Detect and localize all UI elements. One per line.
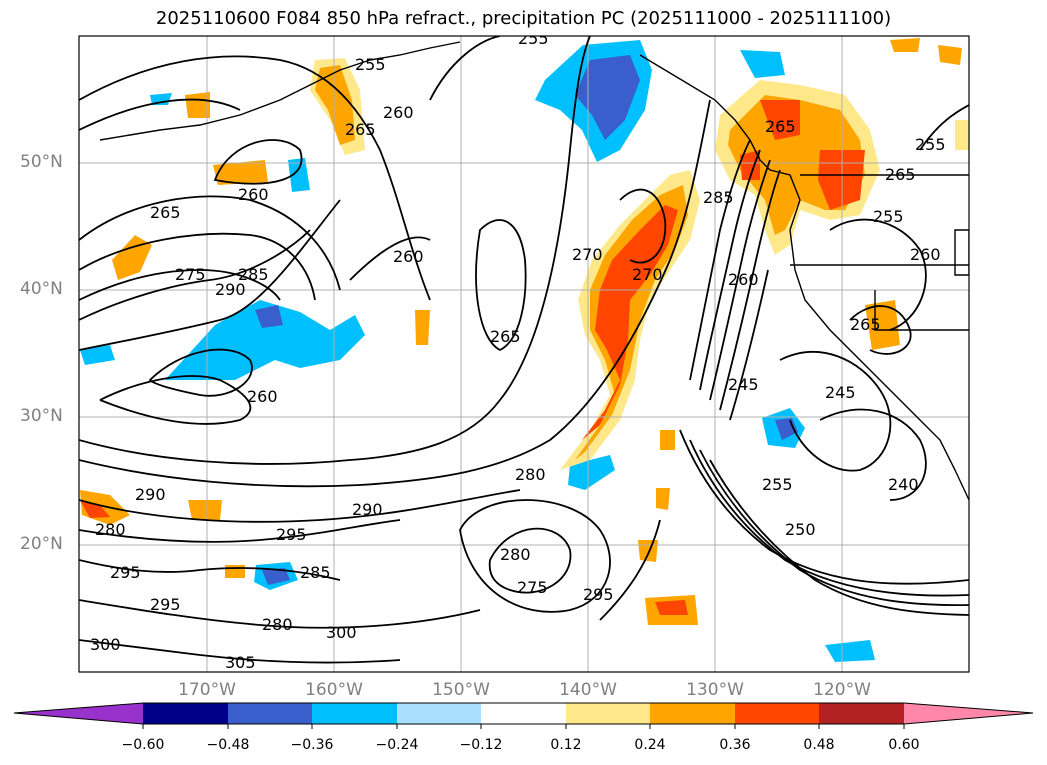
colorbar-segment [735, 703, 819, 724]
contour-label: 295 [276, 525, 307, 544]
contour-label: 260 [910, 245, 941, 264]
contour-label: 245 [728, 375, 759, 394]
contour-label: 280 [515, 465, 546, 484]
lat-label-50n: 50°N [20, 152, 63, 172]
colorbar-tick-label: −0.60 [121, 737, 165, 753]
contour-labels: 255 255 260 265 260 265 275 290 285 260 … [90, 29, 946, 672]
contour-label: 255 [355, 55, 386, 74]
contour-label: 265 [850, 315, 881, 334]
colorbar-segment [228, 703, 312, 724]
colorbar-segment [397, 703, 481, 724]
colorbar-segment [566, 703, 650, 724]
lat-label-30n: 30°N [20, 406, 63, 426]
contour-label: 250 [785, 520, 816, 539]
contour-label: 280 [262, 615, 293, 634]
colorbar-tick-label: −0.36 [290, 737, 334, 753]
colorbar-tick-label: 0.36 [719, 737, 751, 753]
lat-label-40n: 40°N [20, 279, 63, 299]
colorbar-tick-label: 0.24 [634, 737, 666, 753]
colorbar-extend-high [904, 703, 1033, 724]
colorbar-tick-label: −0.12 [459, 737, 503, 753]
lat-label-20n: 20°N [20, 534, 63, 554]
coastlines [99, 41, 969, 501]
contour-label: 275 [175, 265, 206, 284]
lon-label-140w: 140°W [559, 680, 617, 700]
contour-label: 245 [825, 383, 856, 402]
colorbar-tick-label: −0.48 [206, 737, 250, 753]
contour-label: 265 [885, 165, 916, 184]
map-frame [78, 35, 970, 673]
map-title: 2025110600 F084 850 hPa refract., precip… [155, 8, 892, 29]
colorbar-tick-label: 0.12 [550, 737, 582, 753]
lon-label-160w: 160°W [305, 680, 363, 700]
colorbar-segment [143, 703, 228, 724]
colorbar [13, 702, 1034, 729]
lon-label-130w: 130°W [686, 680, 744, 700]
colorbar-segment [481, 703, 566, 724]
colorbar-tick-label: −0.24 [375, 737, 419, 753]
contour-label: 300 [326, 623, 357, 642]
contour-label: 305 [225, 653, 256, 672]
contour-label: 295 [110, 563, 141, 582]
contour-label: 255 [873, 207, 904, 226]
contour-label: 285 [703, 188, 734, 207]
colorbar-tick-label: 0.60 [888, 737, 920, 753]
precip-shading [80, 38, 969, 662]
colorbar-segment [312, 703, 397, 724]
lon-label-150w: 150°W [432, 680, 490, 700]
contour-label: 265 [345, 120, 376, 139]
refractivity-contours [79, 36, 969, 664]
contour-label: 260 [728, 270, 759, 289]
lon-label-120w: 120°W [813, 680, 871, 700]
contour-label: 280 [95, 520, 126, 539]
contour-label: 270 [572, 245, 603, 264]
contour-label: 295 [583, 585, 614, 604]
contour-label: 260 [383, 103, 414, 122]
contour-label: 275 [517, 578, 548, 597]
contour-label: 285 [300, 563, 331, 582]
contour-label: 270 [632, 265, 663, 284]
colorbar-segment [819, 703, 904, 724]
contour-label: 240 [888, 475, 919, 494]
contour-label: 290 [135, 485, 166, 504]
lon-label-170w: 170°W [178, 680, 236, 700]
contour-label: 300 [90, 635, 121, 654]
contour-label: 265 [150, 203, 181, 222]
contour-label: 280 [500, 545, 531, 564]
colorbar-tick-label: 0.48 [803, 737, 835, 753]
colorbar-extend-low [14, 703, 143, 724]
contour-label: 260 [247, 387, 278, 406]
contour-label: 255 [762, 475, 793, 494]
graticule [79, 36, 969, 672]
colorbar-segment [650, 703, 735, 724]
contour-label: 290 [352, 500, 383, 519]
contour-label: 295 [150, 595, 181, 614]
contour-label: 265 [765, 117, 796, 136]
contour-label: 285 [238, 265, 269, 284]
contour-label: 255 [518, 29, 549, 48]
contour-label: 260 [238, 185, 269, 204]
contour-label: 265 [490, 327, 521, 346]
contour-label: 255 [915, 135, 946, 154]
contour-label: 290 [215, 280, 246, 299]
contour-label: 260 [393, 247, 424, 266]
